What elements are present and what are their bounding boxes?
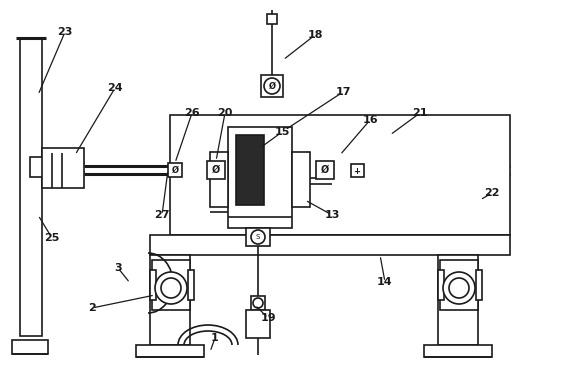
Text: 16: 16	[362, 115, 378, 125]
Text: 27: 27	[154, 210, 170, 220]
Text: 22: 22	[484, 188, 500, 198]
Bar	[292, 152, 310, 207]
Text: 3: 3	[114, 263, 122, 273]
Bar	[188, 270, 194, 300]
Circle shape	[449, 278, 469, 298]
Bar	[152, 260, 190, 310]
Text: +: +	[353, 166, 361, 176]
Bar	[246, 310, 270, 338]
Text: 24: 24	[107, 83, 123, 93]
Text: Ø: Ø	[171, 166, 179, 175]
Bar	[267, 14, 277, 24]
Bar	[210, 152, 228, 207]
Bar	[246, 228, 270, 246]
Text: 1: 1	[211, 333, 219, 343]
Text: S: S	[256, 234, 260, 240]
Text: Ø: Ø	[269, 81, 276, 91]
Bar	[136, 345, 204, 357]
Bar	[476, 270, 482, 300]
Bar	[20, 38, 42, 336]
Text: 14: 14	[377, 277, 393, 287]
Circle shape	[251, 230, 265, 244]
Circle shape	[161, 278, 181, 298]
Text: 18: 18	[307, 30, 323, 40]
Text: 23: 23	[57, 27, 73, 37]
Bar	[12, 340, 48, 354]
Text: 13: 13	[324, 210, 340, 220]
Bar	[261, 75, 283, 97]
Bar	[150, 235, 510, 255]
Text: 21: 21	[412, 108, 428, 118]
Bar	[168, 163, 182, 177]
Bar	[316, 161, 334, 179]
Text: 19: 19	[260, 313, 276, 323]
Circle shape	[443, 272, 475, 304]
Text: Ø: Ø	[321, 165, 329, 175]
Text: 26: 26	[184, 108, 200, 118]
Bar	[438, 270, 444, 300]
Text: Ø: Ø	[212, 165, 220, 175]
Text: 2: 2	[88, 303, 96, 313]
Bar	[170, 115, 510, 235]
Circle shape	[264, 78, 280, 94]
Bar	[424, 345, 492, 357]
Text: 17: 17	[335, 87, 351, 97]
Bar	[228, 127, 292, 228]
Bar	[42, 148, 84, 188]
Bar	[351, 164, 364, 177]
Text: 20: 20	[217, 108, 232, 118]
Bar	[438, 255, 478, 345]
Circle shape	[253, 298, 263, 308]
Bar	[150, 270, 156, 300]
Bar	[440, 260, 478, 310]
Bar	[30, 157, 44, 177]
Bar	[150, 255, 190, 345]
Bar	[251, 296, 265, 310]
Bar	[207, 161, 225, 179]
Circle shape	[155, 272, 187, 304]
Bar	[236, 135, 264, 205]
Text: 25: 25	[44, 233, 60, 243]
Text: 15: 15	[274, 127, 290, 137]
